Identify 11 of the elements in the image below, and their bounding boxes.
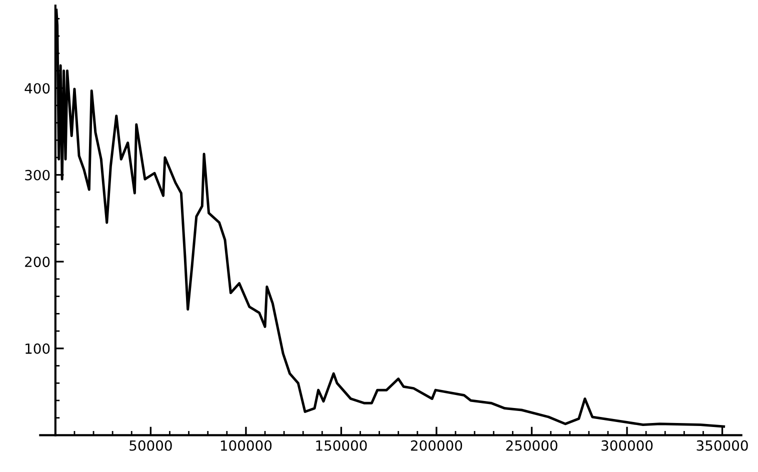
x-tick-label: 250000 bbox=[506, 440, 558, 451]
x-tick-label: 50000 bbox=[130, 440, 172, 451]
x-tick-label: 350000 bbox=[696, 440, 748, 451]
x-tick-label: 150000 bbox=[316, 440, 367, 451]
y-tick-label: 400 bbox=[24, 83, 50, 94]
y-tick-label: 100 bbox=[26, 343, 50, 354]
y-tick-label: 200 bbox=[25, 256, 50, 268]
x-tick-label: 300000 bbox=[602, 440, 653, 451]
x-tick-label: 200000 bbox=[410, 440, 462, 451]
x-tick-label: 100000 bbox=[220, 440, 272, 451]
y-tick-label: 300 bbox=[25, 170, 50, 180]
